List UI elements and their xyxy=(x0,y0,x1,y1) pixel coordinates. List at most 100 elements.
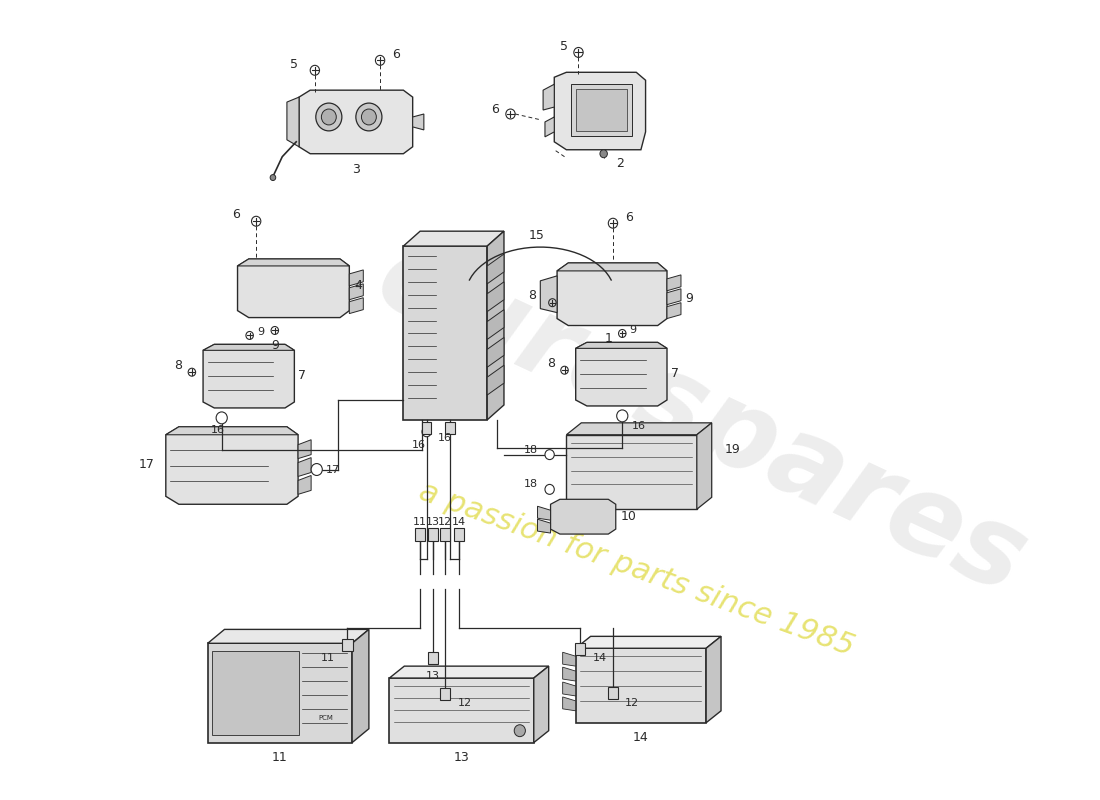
Polygon shape xyxy=(238,259,350,318)
Polygon shape xyxy=(557,263,667,271)
Polygon shape xyxy=(554,72,646,150)
Bar xyxy=(404,246,487,420)
Text: PCM: PCM xyxy=(319,714,333,721)
Text: 9: 9 xyxy=(629,326,637,335)
Text: 6: 6 xyxy=(492,102,499,115)
Text: 9: 9 xyxy=(685,292,693,306)
Polygon shape xyxy=(575,342,667,348)
Circle shape xyxy=(544,450,554,459)
Polygon shape xyxy=(204,344,295,408)
Polygon shape xyxy=(350,298,363,314)
Polygon shape xyxy=(544,117,554,137)
Text: 18: 18 xyxy=(525,445,538,454)
Text: a passion for parts since 1985: a passion for parts since 1985 xyxy=(415,476,858,662)
Bar xyxy=(575,89,627,131)
Circle shape xyxy=(355,103,382,131)
Bar xyxy=(415,528,426,541)
Bar xyxy=(440,528,450,541)
Polygon shape xyxy=(534,666,549,742)
Bar xyxy=(440,688,450,700)
Text: 8: 8 xyxy=(547,357,556,370)
Text: 6: 6 xyxy=(393,48,400,61)
Circle shape xyxy=(316,103,342,131)
Bar xyxy=(389,678,534,742)
Polygon shape xyxy=(563,682,575,696)
Text: 8: 8 xyxy=(175,358,183,372)
Bar xyxy=(428,652,438,664)
Circle shape xyxy=(514,725,526,737)
Polygon shape xyxy=(298,440,311,458)
Polygon shape xyxy=(350,284,363,300)
Polygon shape xyxy=(287,97,299,146)
Circle shape xyxy=(600,150,607,158)
Polygon shape xyxy=(412,114,424,130)
Polygon shape xyxy=(538,506,550,520)
Bar xyxy=(566,434,696,510)
Bar xyxy=(575,643,585,655)
Text: 12: 12 xyxy=(459,698,472,708)
Polygon shape xyxy=(563,667,575,681)
Polygon shape xyxy=(204,344,295,350)
Bar xyxy=(208,643,352,742)
Circle shape xyxy=(321,109,337,125)
Text: 12: 12 xyxy=(625,698,639,708)
Polygon shape xyxy=(540,276,557,313)
Text: 3: 3 xyxy=(352,163,360,176)
Polygon shape xyxy=(575,342,667,406)
Text: 16: 16 xyxy=(438,433,452,442)
Circle shape xyxy=(544,485,554,494)
Text: eurospares: eurospares xyxy=(361,223,1043,617)
Bar xyxy=(608,687,618,699)
Text: 11: 11 xyxy=(272,751,288,764)
Polygon shape xyxy=(487,338,504,367)
Text: 14: 14 xyxy=(632,731,649,744)
Polygon shape xyxy=(298,458,311,477)
Polygon shape xyxy=(566,423,712,434)
Polygon shape xyxy=(208,630,368,643)
Circle shape xyxy=(362,109,376,125)
Polygon shape xyxy=(404,231,504,246)
Text: 9: 9 xyxy=(271,339,278,352)
Polygon shape xyxy=(667,275,681,290)
Text: 13: 13 xyxy=(426,671,440,681)
Text: 9: 9 xyxy=(257,327,264,338)
Polygon shape xyxy=(667,289,681,305)
Text: 4: 4 xyxy=(354,279,362,292)
Text: 2: 2 xyxy=(616,157,624,170)
Polygon shape xyxy=(352,630,368,742)
Text: 16: 16 xyxy=(631,421,646,431)
Circle shape xyxy=(617,410,628,422)
Bar xyxy=(571,84,631,136)
Polygon shape xyxy=(298,475,311,494)
Text: 11: 11 xyxy=(320,653,334,663)
Text: 5: 5 xyxy=(560,40,569,53)
Text: 7: 7 xyxy=(298,369,306,382)
Text: 11: 11 xyxy=(414,517,427,527)
Circle shape xyxy=(422,427,431,437)
Text: 13: 13 xyxy=(426,517,440,527)
Polygon shape xyxy=(487,282,504,312)
Polygon shape xyxy=(487,366,504,395)
Polygon shape xyxy=(543,84,554,110)
Bar xyxy=(454,528,464,541)
Bar xyxy=(422,422,431,434)
Text: 8: 8 xyxy=(529,290,537,302)
Polygon shape xyxy=(166,427,298,434)
Text: 10: 10 xyxy=(620,510,636,522)
Polygon shape xyxy=(538,519,550,533)
Polygon shape xyxy=(299,90,412,154)
Text: 6: 6 xyxy=(232,208,240,221)
Text: 1: 1 xyxy=(604,332,613,345)
Bar xyxy=(428,528,438,541)
Polygon shape xyxy=(389,666,549,678)
Polygon shape xyxy=(557,263,667,326)
Polygon shape xyxy=(166,427,298,504)
Polygon shape xyxy=(487,310,504,339)
Text: 14: 14 xyxy=(593,653,606,663)
Text: 17: 17 xyxy=(326,465,340,474)
Polygon shape xyxy=(706,636,721,722)
Text: 14: 14 xyxy=(452,517,466,527)
Text: 6: 6 xyxy=(625,210,632,224)
Polygon shape xyxy=(563,697,575,711)
Text: 19: 19 xyxy=(725,443,740,456)
